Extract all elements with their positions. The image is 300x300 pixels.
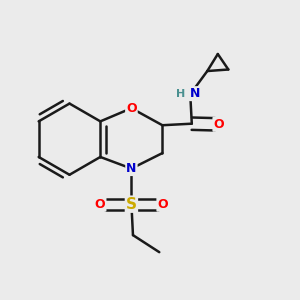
Text: N: N (190, 87, 200, 100)
Text: N: N (126, 162, 136, 175)
Text: O: O (158, 198, 168, 211)
Text: O: O (126, 102, 137, 115)
Text: S: S (126, 197, 137, 212)
Text: O: O (213, 118, 224, 131)
Text: O: O (95, 198, 106, 211)
Text: H: H (176, 89, 186, 99)
